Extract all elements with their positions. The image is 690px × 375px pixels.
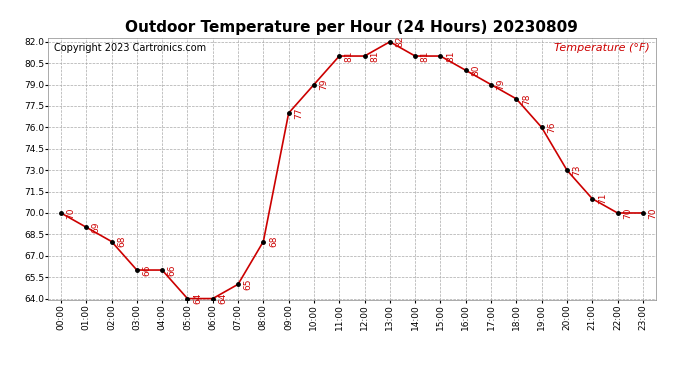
Text: 82: 82 [395,36,404,48]
Text: 65: 65 [244,279,253,290]
Text: 66: 66 [168,264,177,276]
Text: 64: 64 [193,293,202,304]
Text: 81: 81 [370,50,379,62]
Text: 66: 66 [142,264,151,276]
Title: Outdoor Temperature per Hour (24 Hours) 20230809: Outdoor Temperature per Hour (24 Hours) … [126,20,578,35]
Text: 76: 76 [547,122,556,133]
Text: 70: 70 [649,207,658,219]
Text: 81: 81 [446,50,455,62]
Text: 77: 77 [294,107,303,119]
Text: 68: 68 [117,236,126,247]
Text: 81: 81 [345,50,354,62]
Text: 79: 79 [319,79,328,90]
Text: 64: 64 [218,293,227,304]
Text: 78: 78 [522,93,531,105]
Text: 81: 81 [421,50,430,62]
Text: 73: 73 [573,164,582,176]
Text: 71: 71 [598,193,607,204]
Text: 68: 68 [269,236,278,247]
Text: Copyright 2023 Cartronics.com: Copyright 2023 Cartronics.com [55,43,206,53]
Text: 70: 70 [623,207,632,219]
Text: 69: 69 [92,222,101,233]
Text: 70: 70 [66,207,75,219]
Text: 80: 80 [471,64,480,76]
Text: 79: 79 [497,79,506,90]
Text: Temperature (°F): Temperature (°F) [553,43,649,53]
